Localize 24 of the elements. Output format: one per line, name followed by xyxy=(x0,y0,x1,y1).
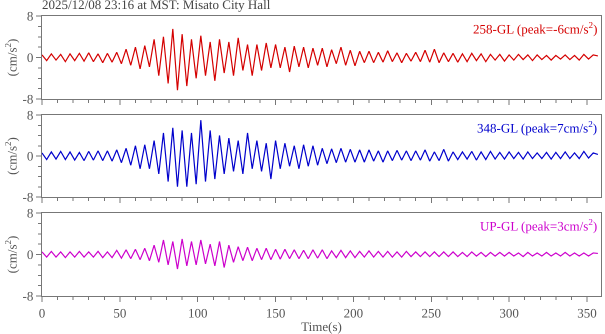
chart-title: 2025/12/08 23:16 at MST: Misato City Hall xyxy=(42,0,271,12)
y-tick-label: 0 xyxy=(26,50,34,66)
series-label: UP-GL (peak=3cm/s$^{2}$) xyxy=(480,217,598,234)
y-tick-label: -8 xyxy=(22,190,34,205)
line-series xyxy=(42,120,598,188)
x-tick-label: 50 xyxy=(113,306,126,321)
y-tick-label: 8 xyxy=(26,206,34,221)
series-label: 258-GL (peak=-6cm/s$^{2}$) xyxy=(473,20,598,36)
y-tick-label: -8 xyxy=(22,288,34,304)
x-tick-label: 150 xyxy=(266,306,286,321)
y-tick-label: -8 xyxy=(22,92,34,107)
y-tick-label: 8 xyxy=(26,108,34,123)
x-axis-title: Time(s) xyxy=(301,319,342,334)
x-tick-label: 100 xyxy=(188,306,208,321)
y-tick-label: 8 xyxy=(26,8,34,24)
y-tick-label: 0 xyxy=(26,247,34,262)
x-tick-label: 250 xyxy=(422,306,442,321)
x-tick-label: 350 xyxy=(577,306,597,321)
x-tick-label: 0 xyxy=(38,306,46,321)
x-tick-label: 200 xyxy=(344,306,364,321)
x-tick-label: 300 xyxy=(499,306,519,321)
line-series xyxy=(42,238,598,270)
y-tick-label: 0 xyxy=(26,148,34,164)
series-label: 348-GL (peak=7cm/s$^{2}$) xyxy=(477,119,598,136)
